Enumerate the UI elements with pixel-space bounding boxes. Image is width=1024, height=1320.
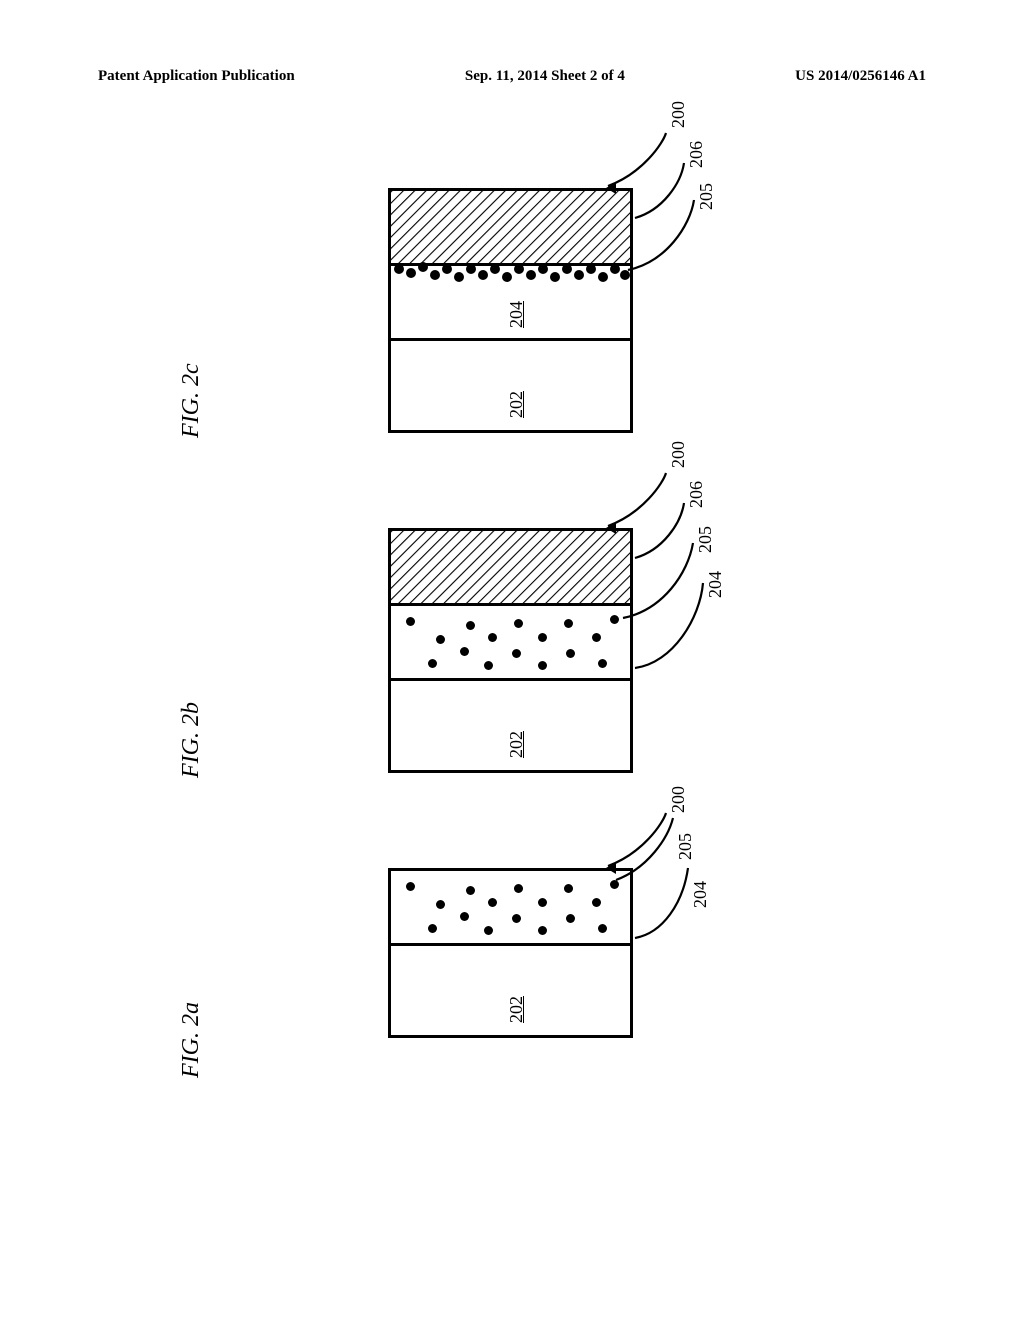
header-center: Sep. 11, 2014 Sheet 2 of 4 — [465, 68, 625, 85]
fig-2b-label-205: 205 — [695, 526, 716, 553]
page-header: Patent Application Publication Sep. 11, … — [98, 68, 926, 85]
fig-2c-label-205: 205 — [696, 183, 717, 210]
header-right: US 2014/0256146 A1 — [795, 68, 926, 85]
header-left: Patent Application Publication — [98, 68, 295, 85]
figure-2a: FIG. 2a 202 — [98, 868, 926, 1088]
fig-2c-caption: FIG. 2c — [178, 363, 205, 438]
fig-2a-label-205: 205 — [675, 833, 696, 860]
fig-2a-label-200: 200 — [668, 786, 689, 813]
fig-2b-label-206: 206 — [686, 481, 707, 508]
figure-area: FIG. 2a 202 — [98, 128, 926, 1168]
fig-2a-caption: FIG. 2a — [178, 1002, 205, 1078]
figure-2b: FIG. 2b 202 — [98, 528, 926, 788]
figure-2c: FIG. 2c 204 202 — [98, 188, 926, 448]
fig-2c-label-206: 206 — [686, 141, 707, 168]
fig-2c-leads — [388, 128, 748, 448]
fig-2c-label-200: 200 — [668, 101, 689, 128]
fig-2a-label-204: 204 — [690, 881, 711, 908]
page-frame: Patent Application Publication Sep. 11, … — [98, 68, 926, 1186]
fig-2b-caption: FIG. 2b — [178, 702, 205, 778]
fig-2b-leads — [388, 468, 748, 788]
fig-2b-label-204: 204 — [705, 571, 726, 598]
